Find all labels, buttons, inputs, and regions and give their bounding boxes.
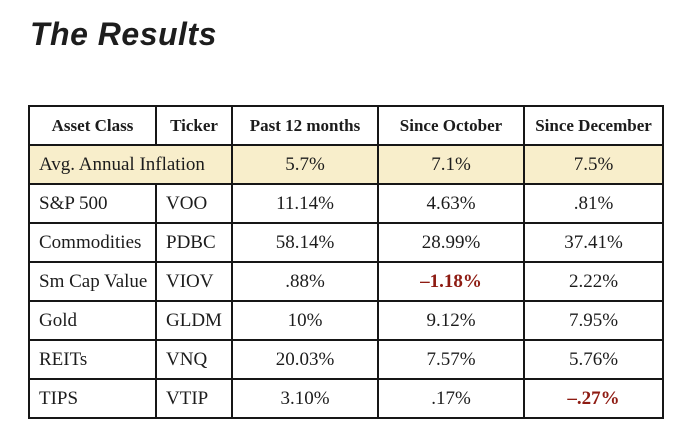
table-row-tips: TIPS VTIP 3.10% .17% –.27% <box>28 378 664 419</box>
value-cell: 11.14% <box>231 183 379 224</box>
column-header-ticker: Ticker <box>155 105 233 146</box>
value-cell: 3.10% <box>231 378 379 419</box>
column-header-asset-class: Asset Class <box>28 105 157 146</box>
ticker-cell: VTIP <box>155 378 233 419</box>
column-header-since-december: Since December <box>523 105 664 146</box>
table-row-reits: REITs VNQ 20.03% 7.57% 5.76% <box>28 339 664 380</box>
value-cell: .81% <box>523 183 664 224</box>
value-cell: 4.63% <box>377 183 525 224</box>
value-cell-negative: –1.18% <box>377 261 525 302</box>
value-cell: 28.99% <box>377 222 525 263</box>
asset-class-cell: Avg. Annual Inflation <box>28 144 233 185</box>
ticker-cell: GLDM <box>155 300 233 341</box>
value-cell: 10% <box>231 300 379 341</box>
value-cell: .88% <box>231 261 379 302</box>
ticker-cell: VOO <box>155 183 233 224</box>
value-cell: 2.22% <box>523 261 664 302</box>
ticker-cell: VIOV <box>155 261 233 302</box>
asset-class-cell: REITs <box>28 339 157 380</box>
asset-class-cell: S&P 500 <box>28 183 157 224</box>
value-cell: 7.95% <box>523 300 664 341</box>
value-cell: 7.1% <box>377 144 525 185</box>
value-cell: .17% <box>377 378 525 419</box>
asset-class-cell: Commodities <box>28 222 157 263</box>
results-table: Asset Class Ticker Past 12 months Since … <box>28 105 664 419</box>
asset-class-cell: Sm Cap Value <box>28 261 157 302</box>
column-header-past-12-months: Past 12 months <box>231 105 379 146</box>
value-cell-negative: –.27% <box>523 378 664 419</box>
page-title: The Results <box>30 16 217 52</box>
value-cell: 58.14% <box>231 222 379 263</box>
value-cell: 20.03% <box>231 339 379 380</box>
value-cell: 9.12% <box>377 300 525 341</box>
table-row-gold: Gold GLDM 10% 9.12% 7.95% <box>28 300 664 341</box>
ticker-cell: VNQ <box>155 339 233 380</box>
value-cell: 5.76% <box>523 339 664 380</box>
column-header-since-october: Since October <box>377 105 525 146</box>
table-header-row: Asset Class Ticker Past 12 months Since … <box>28 105 664 146</box>
table-row-sp500: S&P 500 VOO 11.14% 4.63% .81% <box>28 183 664 224</box>
value-cell: 7.5% <box>523 144 664 185</box>
table-row-inflation: Avg. Annual Inflation 5.7% 7.1% 7.5% <box>28 144 664 185</box>
value-cell: 37.41% <box>523 222 664 263</box>
ticker-cell: PDBC <box>155 222 233 263</box>
asset-class-cell: Gold <box>28 300 157 341</box>
value-cell: 7.57% <box>377 339 525 380</box>
asset-class-cell: TIPS <box>28 378 157 419</box>
table-row-commodities: Commodities PDBC 58.14% 28.99% 37.41% <box>28 222 664 263</box>
value-cell: 5.7% <box>231 144 379 185</box>
table-row-sm-cap-value: Sm Cap Value VIOV .88% –1.18% 2.22% <box>28 261 664 302</box>
